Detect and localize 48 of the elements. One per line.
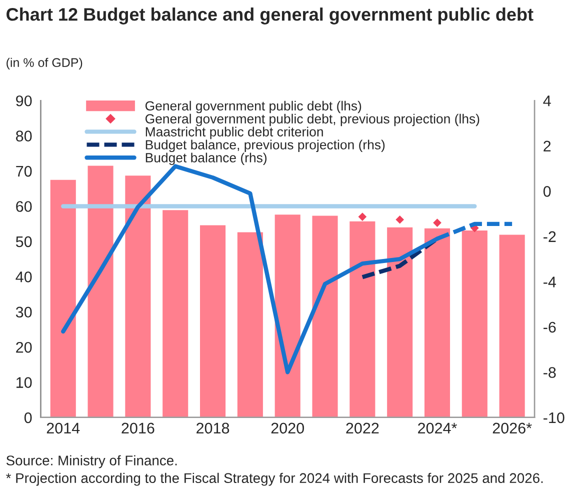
- bar: [48, 178, 78, 418]
- x-tick-label: 2020: [271, 422, 304, 434]
- y-tick-label: 90: [16, 95, 32, 106]
- y2-tick-label: -2: [544, 231, 556, 242]
- bar: [124, 174, 152, 418]
- x-tick-label: 2016: [122, 422, 154, 434]
- y2-tick-label: 2: [544, 140, 551, 152]
- y2-tick-label: -4: [544, 276, 556, 288]
- y2-tick-label: -8: [544, 367, 556, 378]
- y2-tick-label: -6: [544, 322, 556, 333]
- y2-tick-label: 4: [543, 96, 551, 106]
- point: [358, 212, 367, 221]
- source-note: Source: Ministry of Finance.: [6, 455, 177, 468]
- point: [396, 215, 404, 224]
- y-tick-label: 70: [16, 166, 32, 177]
- y-tick-label: 80: [16, 130, 32, 142]
- x-tick-label: 2024*: [418, 422, 457, 434]
- point: [433, 218, 442, 227]
- legend-label: General government public debt, previous projection (lhs): [145, 114, 480, 126]
- y-tick-label: 0: [24, 412, 32, 424]
- bar: [460, 229, 489, 418]
- chart-subtitle: (in % of GDP): [6, 58, 82, 70]
- y-tick-label: 40: [16, 272, 32, 282]
- bar: [86, 164, 115, 418]
- bar: [273, 213, 302, 418]
- x-tick-label: 2018: [196, 422, 230, 434]
- bar: [498, 233, 526, 418]
- y-tick-label: 50: [16, 236, 32, 248]
- y-tick-label: 60: [16, 201, 32, 212]
- bar: [310, 214, 340, 418]
- x-tick-label: 2014: [46, 422, 80, 434]
- legend-label: Budget balance, previous projection (rhs): [146, 140, 385, 152]
- legend-label: Budget balance (rhs): [146, 152, 266, 165]
- chart-title: Chart 12 Budget balance and general government public debt: [6, 8, 534, 24]
- bar: [423, 227, 452, 418]
- legend-label: General government public debt (lhs): [145, 100, 362, 114]
- y-tick-label: 10: [16, 377, 32, 388]
- y2-tick-label: 0: [543, 186, 551, 197]
- x-tick-label: 2022: [346, 422, 379, 434]
- y-tick-label: 20: [16, 342, 32, 353]
- y-tick-label: 30: [16, 306, 32, 318]
- legend-label: Maastricht public debt criterion: [146, 126, 323, 140]
- y2-tick-label: -10: [544, 412, 564, 424]
- bar: [161, 208, 190, 418]
- bar: [236, 230, 264, 418]
- x-tick-label: 2026*: [492, 422, 532, 434]
- bar: [198, 224, 227, 418]
- text: * Projection according to the Fiscal Strategy for 2024 with Forecasts for 2025 and 2026.: [6, 472, 543, 486]
